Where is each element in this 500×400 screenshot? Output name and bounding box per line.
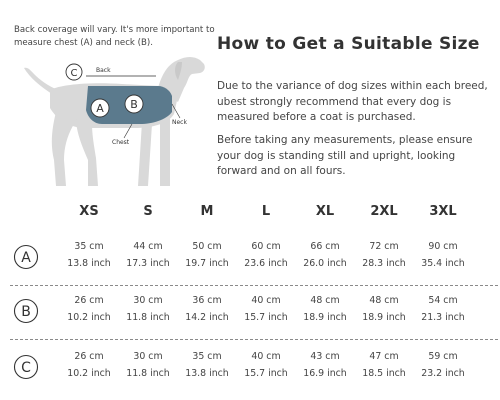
row-divider xyxy=(10,285,498,286)
cell-c-xs-cm: 26 cm xyxy=(74,351,104,362)
size-header-row: XS S M L XL 2XL 3XL xyxy=(0,204,500,224)
cell-b-m-inch: 14.2 inch xyxy=(185,312,229,323)
marker-c-row-icon: C xyxy=(13,354,39,380)
marker-c-row-text: C xyxy=(21,360,31,376)
instructions-paragraph: Before taking any measurements, please e… xyxy=(217,134,473,177)
cell-a-3xl-inch: 35.4 inch xyxy=(421,258,465,269)
cell-c-2xl-inch: 18.5 inch xyxy=(362,368,406,379)
cell-c-xl-inch: 16.9 inch xyxy=(303,368,347,379)
cell-a-2xl-inch: 28.3 inch xyxy=(362,258,406,269)
back-label: Back xyxy=(96,67,111,74)
cell-b-xl-inch: 18.9 inch xyxy=(303,312,347,323)
marker-b-row-text: B xyxy=(21,304,31,320)
cell-a-xl-inch: 26.0 inch xyxy=(303,258,347,269)
cell-a-xs-cm: 35 cm xyxy=(74,241,104,252)
cell-c-l-cm: 40 cm xyxy=(251,351,281,362)
intro-paragraph: Due to the variance of dog sizes within … xyxy=(217,80,488,123)
cell-b-xl-cm: 48 cm xyxy=(310,295,340,306)
cell-b-3xl-inch: 21.3 inch xyxy=(421,312,465,323)
cell-a-l-inch: 23.6 inch xyxy=(244,258,288,269)
cell-b-l-cm: 40 cm xyxy=(251,295,281,306)
chest-label: Chest xyxy=(112,139,130,146)
coverage-note: Back coverage will vary. It's more impor… xyxy=(14,25,215,48)
cell-c-s-cm: 30 cm xyxy=(133,351,163,362)
cell-a-s-inch: 17.3 inch xyxy=(126,258,170,269)
page-title: How to Get a Suitable Size xyxy=(217,34,480,54)
chest-leader-line xyxy=(123,123,133,139)
cell-a-s-cm: 44 cm xyxy=(133,241,163,252)
cell-b-xs-inch: 10.2 inch xyxy=(67,312,111,323)
size-header-2xl: 2XL xyxy=(370,204,398,219)
cell-b-2xl-cm: 48 cm xyxy=(369,295,399,306)
cell-b-s-inch: 11.8 inch xyxy=(126,312,170,323)
cell-a-xs-inch: 13.8 inch xyxy=(67,258,111,269)
cell-c-2xl-cm: 47 cm xyxy=(369,351,399,362)
size-header-m: M xyxy=(200,204,214,219)
cell-c-m-inch: 13.8 inch xyxy=(185,368,229,379)
marker-a-text: A xyxy=(96,102,104,115)
marker-a-row-icon: A xyxy=(13,244,39,270)
size-header-xs: XS xyxy=(79,204,99,219)
cell-b-2xl-inch: 18.9 inch xyxy=(362,312,406,323)
cell-b-m-cm: 36 cm xyxy=(192,295,222,306)
cell-a-m-inch: 19.7 inch xyxy=(185,258,229,269)
cell-b-xs-cm: 26 cm xyxy=(74,295,104,306)
marker-b-text: B xyxy=(130,98,138,111)
marker-b-row-icon: B xyxy=(13,298,39,324)
cell-a-l-cm: 60 cm xyxy=(251,241,281,252)
cell-c-3xl-cm: 59 cm xyxy=(428,351,458,362)
row-divider xyxy=(10,339,498,340)
cell-b-s-cm: 30 cm xyxy=(133,295,163,306)
marker-c-icon xyxy=(65,63,83,81)
size-header-3xl: 3XL xyxy=(429,204,457,219)
cell-b-l-inch: 15.7 inch xyxy=(244,312,288,323)
marker-a-icon xyxy=(90,98,110,118)
cell-c-l-inch: 15.7 inch xyxy=(244,368,288,379)
cell-b-3xl-cm: 54 cm xyxy=(428,295,458,306)
size-header-l: L xyxy=(261,204,271,219)
size-header-xl: XL xyxy=(315,204,335,219)
neck-label: Neck xyxy=(172,119,187,126)
cell-c-m-cm: 35 cm xyxy=(192,351,222,362)
marker-b-icon xyxy=(124,94,144,114)
cell-c-xl-cm: 43 cm xyxy=(310,351,340,362)
neck-leader-line xyxy=(171,103,181,119)
cell-c-xs-inch: 10.2 inch xyxy=(67,368,111,379)
cell-a-xl-cm: 66 cm xyxy=(310,241,340,252)
marker-a-row-text: A xyxy=(21,250,31,266)
cell-c-s-inch: 11.8 inch xyxy=(126,368,170,379)
dog-measurement-diagram: C Back A B Neck Chest xyxy=(24,57,205,186)
cell-c-3xl-inch: 23.2 inch xyxy=(421,368,465,379)
cell-a-m-cm: 50 cm xyxy=(192,241,222,252)
cell-a-3xl-cm: 90 cm xyxy=(428,241,458,252)
size-header-s: S xyxy=(143,204,153,219)
cell-a-2xl-cm: 72 cm xyxy=(369,241,399,252)
marker-c-text: C xyxy=(71,68,78,79)
